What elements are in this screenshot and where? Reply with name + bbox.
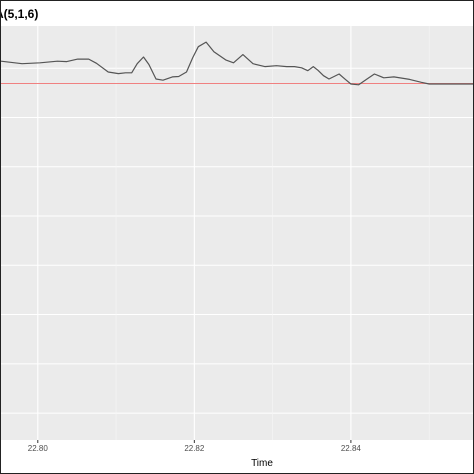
x-tick-label-0: 22.80 xyxy=(28,444,49,453)
x-axis-title: Time xyxy=(251,458,273,469)
series-line-0 xyxy=(1,41,473,86)
x-tick-label-1: 22.82 xyxy=(184,444,205,453)
x-tick-label-2: 22.84 xyxy=(341,444,362,453)
grid-layer xyxy=(1,26,473,440)
chart-title: A(5,1,6) xyxy=(1,7,39,21)
series-layer xyxy=(1,41,473,86)
x-axis: 22.80 22.82 22.84 xyxy=(28,440,362,453)
plot-panel xyxy=(1,26,473,440)
